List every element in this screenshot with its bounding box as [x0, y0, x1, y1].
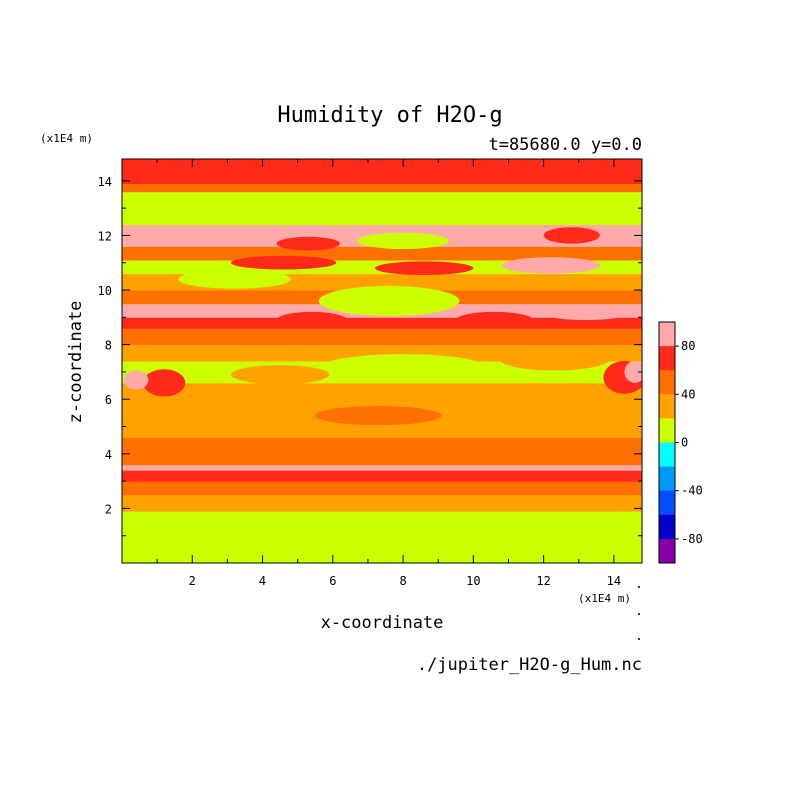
y-tick-label: 4	[105, 448, 112, 462]
humidity-band	[122, 464, 642, 471]
colorbar-label: -40	[681, 484, 703, 498]
humidity-patch	[315, 406, 442, 426]
y-tick-label: 10	[98, 284, 112, 298]
y-axis-label: z-coordinate	[66, 301, 86, 424]
humidity-band	[122, 511, 642, 526]
humidity-patch	[431, 421, 586, 438]
y-tick-label: 6	[105, 393, 112, 407]
humidity-patch	[318, 285, 460, 316]
humidity-patch	[374, 261, 474, 276]
colorbar-swatch	[659, 394, 675, 419]
humidity-patch	[497, 345, 611, 371]
colorbar-label: 0	[681, 436, 688, 450]
humidity-patch	[501, 257, 600, 274]
humidity-patch	[178, 269, 291, 289]
humidity-patch	[143, 369, 186, 397]
colorbar-swatch	[659, 346, 675, 371]
humidity-patch	[276, 236, 340, 251]
plot-area	[122, 159, 642, 563]
humidity-band	[122, 470, 642, 482]
colorbar-swatch	[659, 418, 675, 443]
dot-marker	[638, 613, 640, 615]
humidity-band	[122, 328, 642, 346]
humidity-patch	[455, 311, 534, 329]
humidity-patch	[624, 361, 642, 383]
y-tick-label: 2	[105, 502, 112, 516]
x-tick-label: 6	[329, 574, 336, 588]
colorbar-swatch	[659, 490, 675, 516]
y-tick-label: 8	[105, 339, 112, 353]
colorbar-swatch	[659, 322, 675, 347]
humidity-band	[122, 524, 642, 563]
x-unit-label: (x1E4 m)	[578, 592, 631, 605]
humidity-band	[122, 208, 642, 226]
colorbar-label: 80	[681, 339, 695, 353]
humidity-patch	[192, 396, 298, 413]
colorbar: 80 40 0 -40 -80	[658, 321, 703, 564]
plot-frame	[121, 158, 643, 564]
x-axis-label: x-coordinate	[321, 613, 444, 633]
humidity-patch	[543, 227, 600, 244]
humidity-band	[122, 246, 642, 261]
chart-title: Humidity of H2O-g	[277, 103, 502, 128]
y-tick-label: 12	[98, 229, 112, 243]
humidity-band	[122, 159, 642, 185]
colorbar-swatch	[659, 538, 675, 564]
colorbar-swatch	[659, 514, 675, 540]
y-tick-label: 14	[98, 175, 112, 189]
humidity-band	[122, 481, 642, 496]
humidity-patch	[547, 309, 625, 321]
colorbar-swatch	[659, 370, 675, 395]
colorbar-label: 40	[681, 387, 695, 401]
filename-label: ./jupiter_H2O-g_Hum.nc	[417, 655, 642, 675]
corner-dots	[638, 586, 640, 640]
y-unit-label: (x1E4 m)	[40, 132, 93, 145]
humidity-patch	[322, 354, 484, 379]
x-tick-label: 2	[189, 574, 196, 588]
x-tick-label: 10	[466, 574, 480, 588]
colorbar-swatch	[659, 442, 675, 467]
colorbar-label: -80	[681, 532, 703, 546]
x-tick-label: 8	[399, 574, 406, 588]
humidity-patch	[357, 232, 449, 250]
humidity-band	[122, 317, 642, 329]
dot-marker	[638, 638, 640, 640]
humidity-patch	[230, 365, 330, 385]
humidity-band	[122, 494, 642, 512]
humidity-band	[122, 437, 642, 466]
chart-subtitle: t=85680.0 y=0.0	[488, 135, 642, 155]
colorbar-swatch	[659, 466, 675, 491]
dot-marker	[638, 586, 640, 588]
humidity-patch	[276, 311, 347, 329]
humidity-band	[122, 191, 642, 209]
humidity-patch	[132, 306, 196, 318]
x-tick-label: 12	[536, 574, 550, 588]
x-tick-label: 14	[607, 574, 621, 588]
humidity-patch	[230, 255, 337, 270]
humidity-patch	[123, 370, 149, 390]
humidity-patches	[123, 227, 642, 438]
humidity-band	[122, 183, 642, 193]
x-tick-label: 4	[259, 574, 266, 588]
axis-ticks: 2 4 6 8 10 12 14 2 4 6 8 10 12 14	[98, 159, 642, 588]
